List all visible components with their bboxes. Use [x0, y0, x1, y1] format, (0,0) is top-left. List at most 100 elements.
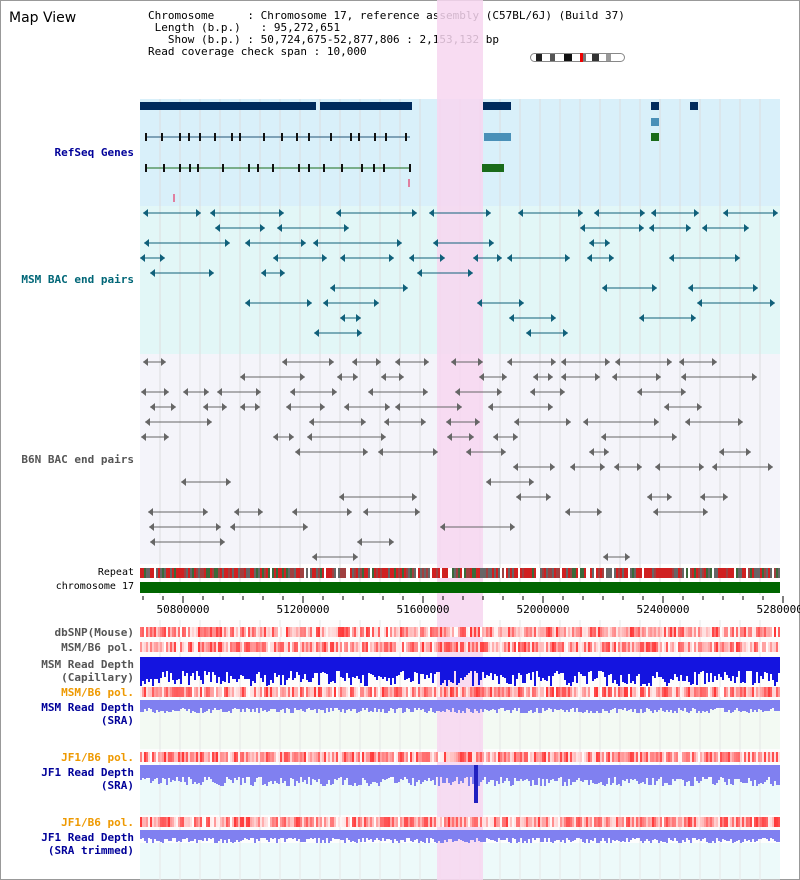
polymorphism-cell	[366, 817, 368, 827]
polymorphism-cell	[676, 627, 678, 637]
read-depth-bar	[528, 830, 530, 839]
read-depth-bar	[674, 830, 676, 838]
read-depth-bar	[314, 765, 316, 780]
repeat-block	[374, 568, 376, 578]
read-depth-bar	[510, 830, 512, 843]
read-depth-bar	[218, 830, 220, 841]
repeat-block	[756, 568, 758, 578]
repeat-block	[698, 568, 700, 578]
polymorphism-cell	[228, 642, 230, 652]
polymorphism-cell	[440, 752, 442, 762]
polymorphism-cell	[554, 642, 556, 652]
polymorphism-cell	[664, 627, 666, 637]
read-depth-bar	[722, 657, 724, 680]
polymorphism-cell	[706, 817, 708, 827]
polymorphism-cell	[648, 627, 650, 637]
polymorphism-cell	[478, 817, 480, 827]
repeat-block	[492, 568, 494, 578]
polymorphism-cell	[304, 817, 306, 827]
read-depth-bar	[240, 765, 242, 785]
read-depth-bar	[474, 830, 476, 842]
polymorphism-cell	[708, 627, 710, 637]
read-depth-bar	[512, 830, 514, 838]
read-depth-bar	[388, 765, 390, 778]
repeat-block	[330, 568, 332, 578]
read-depth-bar	[578, 765, 580, 778]
bac-end	[381, 373, 386, 381]
read-depth-bar	[280, 830, 282, 838]
read-depth-bar	[238, 700, 240, 709]
read-depth-bar	[338, 657, 340, 671]
read-depth-bar	[414, 830, 416, 840]
repeat-block	[714, 568, 716, 578]
read-depth-bar	[468, 657, 470, 673]
polymorphism-cell	[502, 817, 504, 827]
repeat-block	[372, 568, 374, 578]
polymorphism-cell	[484, 687, 486, 697]
bac-end	[150, 538, 155, 546]
bac-end	[699, 463, 704, 471]
polymorphism-cell	[722, 627, 724, 637]
polymorphism-cell	[292, 817, 294, 827]
read-depth-bar	[636, 830, 638, 838]
read-depth-bar	[152, 830, 154, 843]
polymorphism-cell	[226, 817, 228, 827]
repeat-block	[408, 568, 410, 578]
track-label-msm-read-depth-capillary: MSM Read Depth (Capillary)	[41, 658, 134, 684]
repeat-block	[320, 568, 322, 578]
read-depth-bar	[742, 765, 744, 783]
span-key: Read coverage check span	[148, 45, 307, 58]
read-depth-bar	[518, 700, 520, 708]
polymorphism-cell	[200, 752, 202, 762]
read-depth-bar	[750, 657, 752, 671]
polymorphism-cell	[536, 817, 538, 827]
polymorphism-cell	[154, 752, 156, 762]
polymorphism-cell	[568, 687, 570, 697]
polymorphism-cell	[480, 752, 482, 762]
read-depth-bar	[376, 830, 378, 838]
polymorphism-cell	[424, 752, 426, 762]
polymorphism-cell	[464, 687, 466, 697]
read-depth-bar	[594, 657, 596, 679]
polymorphism-cell	[598, 687, 600, 697]
read-depth-bar	[660, 657, 662, 677]
polymorphism-cell	[698, 687, 700, 697]
read-depth-bar	[244, 700, 246, 712]
polymorphism-cell	[332, 817, 334, 827]
read-depth-bar	[242, 765, 244, 778]
polymorphism-cell	[292, 627, 294, 637]
polymorphism-cell	[372, 817, 374, 827]
read-depth-bar	[752, 765, 754, 786]
read-depth-bar	[232, 765, 234, 783]
polymorphism-cell	[732, 627, 734, 637]
polymorphism-cell	[166, 752, 168, 762]
repeat-block	[328, 568, 330, 578]
chromosome-ideogram[interactable]	[530, 53, 625, 62]
polymorphism-cell	[218, 627, 220, 637]
polymorphism-cell	[230, 687, 232, 697]
read-depth-bar	[366, 657, 368, 686]
polymorphism-cell	[690, 687, 692, 697]
read-depth-bar	[470, 765, 472, 777]
polymorphism-cell	[576, 687, 578, 697]
polymorphism-cell	[148, 817, 150, 827]
read-depth-bar	[326, 700, 328, 708]
polymorphism-cell	[350, 752, 352, 762]
polymorphism-cell	[428, 687, 430, 697]
read-depth-bar	[342, 657, 344, 678]
polymorphism-cell	[668, 627, 670, 637]
polymorphism-cell	[248, 642, 250, 652]
polymorphism-cell	[630, 817, 632, 827]
polymorphism-cell	[704, 642, 706, 652]
polymorphism-cell	[750, 817, 752, 827]
polymorphism-cell	[158, 752, 160, 762]
read-depth-bar	[402, 765, 404, 780]
repeat-block	[778, 568, 780, 578]
repeat-block	[618, 568, 620, 578]
polymorphism-cell	[224, 627, 226, 637]
polymorphism-cell	[192, 752, 194, 762]
polymorphism-cell	[420, 687, 422, 697]
polymorphism-cell	[758, 627, 760, 637]
gene-exon	[296, 133, 298, 141]
